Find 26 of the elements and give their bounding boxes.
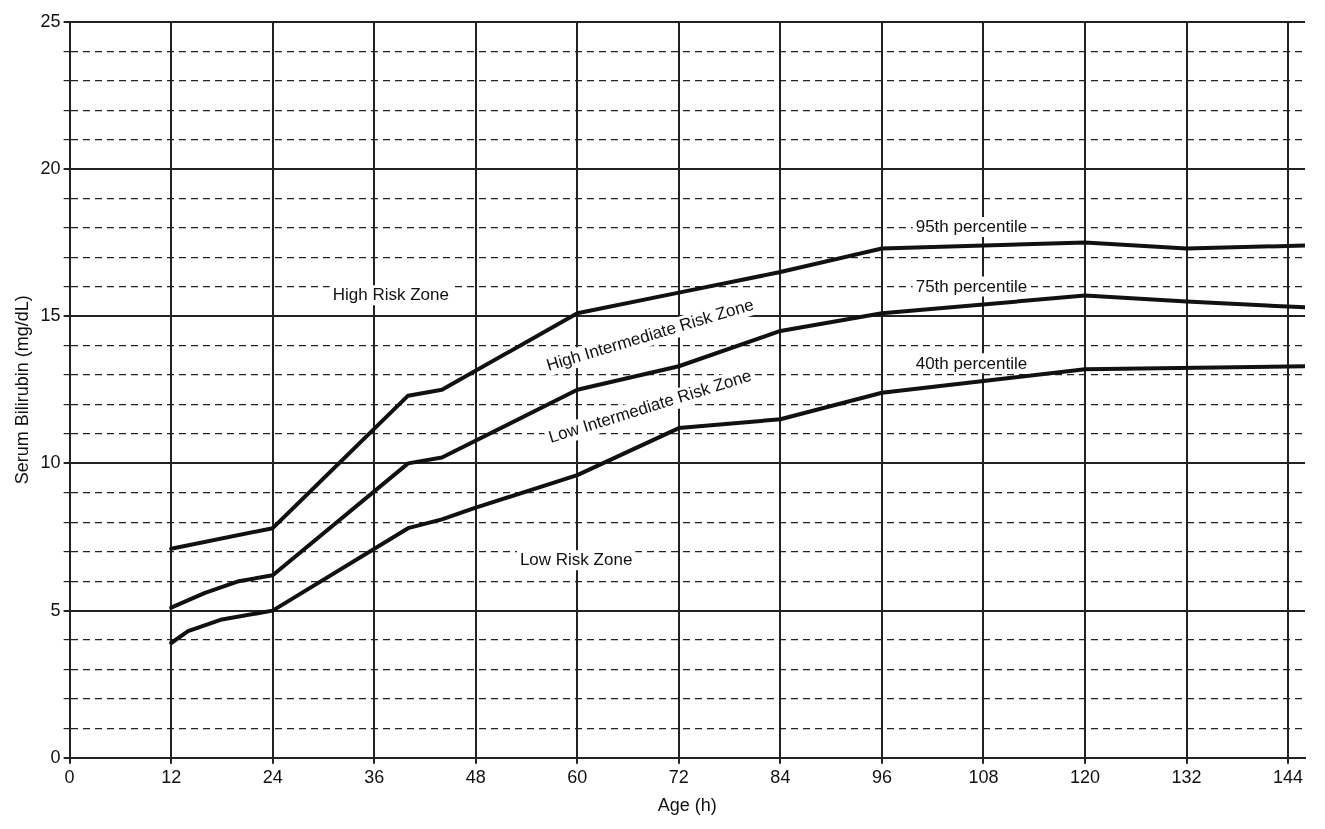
y-tick-label: 0 [50, 746, 61, 767]
x-tick-label: 108 [968, 766, 999, 787]
y-tick-label: 10 [40, 452, 61, 473]
annotation: High Risk Zone [332, 285, 449, 305]
x-axis-title: Age (h) [657, 795, 717, 816]
x-tick-label: 12 [161, 766, 182, 787]
series-label: 40th percentile [915, 353, 1028, 373]
y-tick-label: 25 [40, 10, 61, 31]
x-tick-label: 144 [1273, 766, 1304, 787]
x-tick-label: 60 [567, 766, 588, 787]
x-tick-label: 84 [770, 766, 791, 787]
x-tick-label: 132 [1171, 766, 1202, 787]
x-tick-label: 72 [668, 766, 689, 787]
x-tick-label: 36 [364, 766, 385, 787]
series-label: 95th percentile [915, 217, 1028, 237]
y-tick-label: 15 [40, 305, 61, 326]
x-tick-label: 48 [465, 766, 486, 787]
y-tick-label: 5 [50, 599, 61, 620]
x-tick-label: 96 [871, 766, 892, 787]
x-tick-label: 120 [1069, 766, 1101, 787]
series-label: 75th percentile [915, 276, 1028, 296]
x-tick-label: 0 [64, 766, 75, 787]
y-tick-label: 20 [40, 157, 61, 178]
annotation: Low Risk Zone [519, 549, 633, 569]
x-tick-label: 24 [262, 766, 283, 787]
y-axis-title: Serum Bilirubin (mg/dL) [11, 295, 32, 485]
